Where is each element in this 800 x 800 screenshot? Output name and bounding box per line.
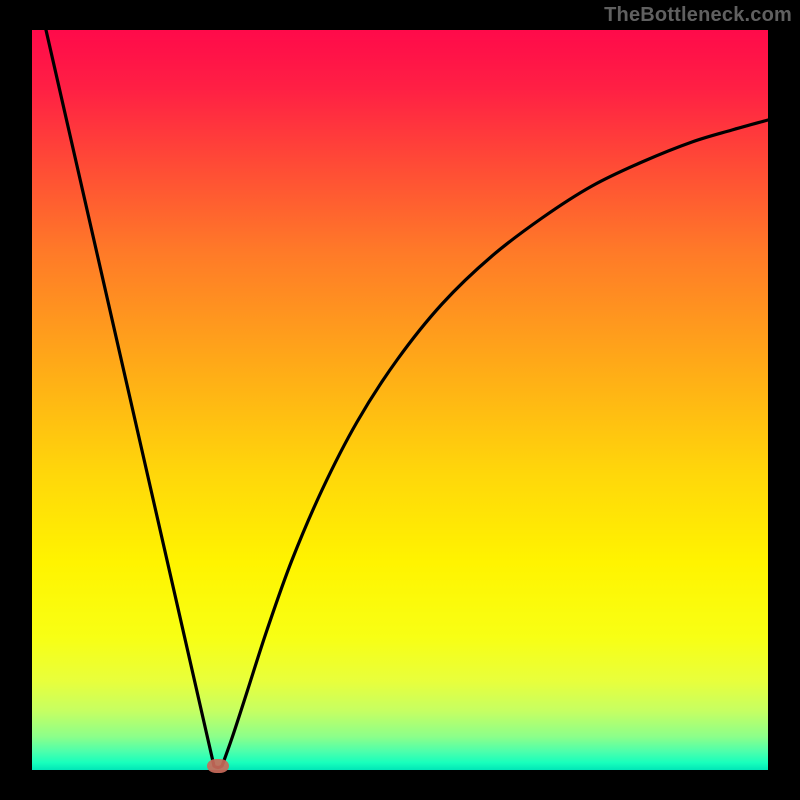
outer-frame: TheBottleneck.com: [0, 0, 800, 800]
minimum-marker: [207, 759, 229, 773]
bottleneck-curve-path: [46, 30, 768, 768]
plot-area: [32, 30, 768, 770]
bottleneck-curve: [32, 30, 768, 770]
watermark-text: TheBottleneck.com: [604, 4, 792, 27]
